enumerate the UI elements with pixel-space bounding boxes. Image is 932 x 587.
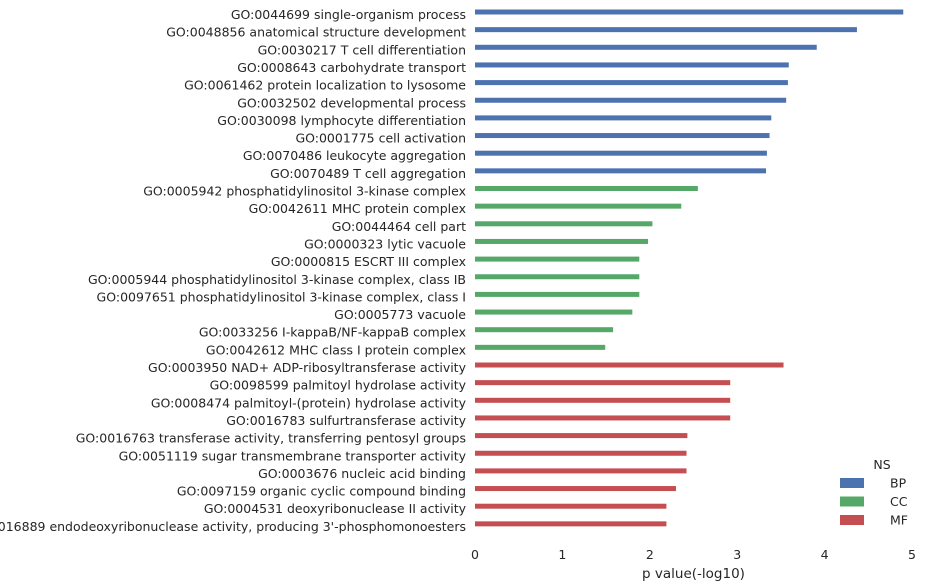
legend-swatch-bp bbox=[840, 478, 864, 488]
category-label: GO:0042611 MHC protein complex bbox=[249, 201, 466, 216]
legend-title: NS bbox=[873, 457, 890, 472]
category-label: GO:0070486 leukocyte aggregation bbox=[243, 148, 466, 163]
bar-cc bbox=[475, 344, 606, 350]
bar-bp bbox=[475, 44, 817, 50]
bar-bp bbox=[475, 133, 770, 139]
legend-label: MF bbox=[890, 513, 908, 528]
bar-mf bbox=[475, 468, 687, 474]
bar-mf bbox=[475, 486, 677, 492]
category-label: GO:0070489 T cell aggregation bbox=[270, 166, 466, 181]
bar-bp bbox=[475, 97, 787, 103]
x-tick-label: 2 bbox=[646, 547, 654, 562]
bar-bp bbox=[475, 62, 789, 68]
category-label: GO:0000815 ESCRT III complex bbox=[271, 254, 466, 269]
bar-cc bbox=[475, 291, 640, 297]
bar-bp bbox=[475, 115, 772, 121]
category-label: GO:0030217 T cell differentiation bbox=[258, 42, 466, 57]
category-label: GO:0008643 carbohydrate transport bbox=[237, 60, 466, 75]
category-label: GO:0098599 palmitoyl hydrolase activity bbox=[210, 378, 467, 393]
bar-bp bbox=[475, 27, 857, 33]
bar-mf bbox=[475, 503, 667, 509]
category-label: GO:0001775 cell activation bbox=[295, 131, 466, 146]
bar-mf bbox=[475, 397, 731, 403]
category-label: GO:0005944 phosphatidylinositol 3-kinase… bbox=[88, 272, 466, 287]
category-label: GO:0097651 phosphatidylinositol 3-kinase… bbox=[97, 289, 466, 304]
category-label: GO:0000323 lytic vacuole bbox=[304, 236, 466, 251]
bar-cc bbox=[475, 238, 649, 244]
bars-layer bbox=[475, 9, 904, 527]
bar-bp bbox=[475, 168, 767, 174]
category-label: GO:0030098 lymphocyte differentiation bbox=[217, 113, 466, 128]
category-label: GO:0008474 palmitoyl-(protein) hydrolase… bbox=[151, 395, 467, 410]
category-label: GO:0044464 cell part bbox=[332, 219, 466, 234]
category-label: GO:0005942 phosphatidylinositol 3-kinase… bbox=[143, 184, 466, 199]
x-tick-label: 3 bbox=[733, 547, 741, 562]
bar-mf bbox=[475, 362, 784, 368]
x-axis: 0 1 2 3 4 5 bbox=[471, 547, 916, 562]
bar-mf bbox=[475, 380, 731, 386]
bar-cc bbox=[475, 203, 682, 209]
bar-cc bbox=[475, 186, 698, 191]
category-label: GO:0097159 organic cyclic compound bindi… bbox=[177, 484, 466, 499]
bar-mf bbox=[475, 433, 688, 439]
category-label: GO:0051119 sugar transmembrane transport… bbox=[119, 448, 467, 463]
x-tick-label: 5 bbox=[908, 547, 916, 562]
bar-mf bbox=[475, 521, 667, 527]
category-label: GO:0003950 NAD+ ADP-ribosyltransferase a… bbox=[148, 360, 467, 375]
x-tick-label: 0 bbox=[471, 547, 479, 562]
bar-bp bbox=[475, 9, 904, 15]
x-tick-label: 1 bbox=[558, 547, 566, 562]
category-label: GO:0016783 sulfurtransferase activity bbox=[226, 413, 466, 428]
category-label: GO:0003676 nucleic acid binding bbox=[258, 466, 466, 481]
category-label: GO:0016889 endodeoxyribonuclease activit… bbox=[0, 519, 466, 534]
category-label: GO:0004531 deoxyribonuclease II activity bbox=[204, 501, 467, 516]
category-label: GO:0048856 anatomical structure developm… bbox=[166, 25, 466, 40]
bar-mf bbox=[475, 415, 731, 421]
legend-swatch-mf bbox=[840, 515, 864, 525]
bar-cc bbox=[475, 309, 633, 315]
x-axis-label: p value(-log10) bbox=[642, 566, 745, 582]
bar-mf bbox=[475, 450, 687, 456]
category-label: GO:0033256 I-kappaB/NF-kappaB complex bbox=[199, 325, 466, 340]
bar-cc bbox=[475, 274, 640, 280]
bar-cc bbox=[475, 327, 614, 333]
category-label: GO:0042612 MHC class I protein complex bbox=[206, 342, 466, 357]
bar-bp bbox=[475, 80, 788, 86]
bar-bp bbox=[475, 150, 767, 156]
category-labels: GO:0044699 single-organism process GO:004… bbox=[0, 7, 467, 534]
category-label: GO:0061462 protein localization to lysos… bbox=[184, 78, 466, 93]
bar-cc bbox=[475, 221, 653, 227]
category-label: GO:0005773 vacuole bbox=[334, 307, 466, 322]
x-tick-label: 4 bbox=[821, 547, 829, 562]
bar-cc bbox=[475, 256, 640, 262]
legend-swatch-cc bbox=[840, 496, 864, 507]
category-label: GO:0016763 transferase activity, transfe… bbox=[76, 431, 466, 446]
category-label: GO:0032502 developmental process bbox=[237, 95, 466, 110]
legend-label: BP bbox=[890, 476, 907, 491]
legend-label: CC bbox=[890, 494, 908, 509]
category-label: GO:0044699 single-organism process bbox=[231, 7, 466, 22]
